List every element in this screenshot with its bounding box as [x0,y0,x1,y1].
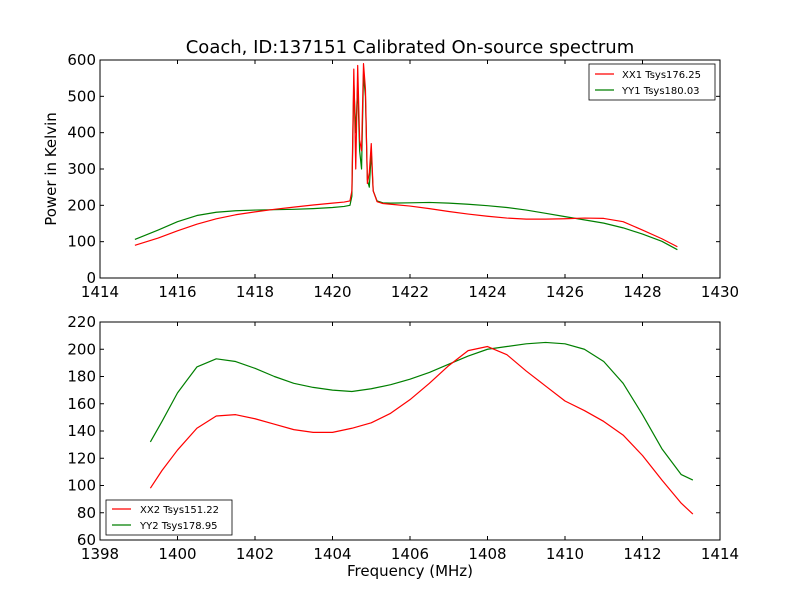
top-legend-yy1-label: YY1 Tsys180.03 [621,86,700,97]
top-chart-legend: XX1 Tsys176.25 YY1 Tsys180.03 [588,63,716,101]
bottom-ytick-label: 120 [67,449,96,467]
bottom-ytick-label: 60 [77,531,96,549]
top-legend-box [588,63,716,101]
top-xtick-label: 1420 [313,283,351,301]
top-ytick-label: 200 [67,196,96,214]
bottom-series-yy2-line [149,341,694,481]
top-chart-ticks: 1414 1416 1418 1420 1422 1424 1426 1428 1430 0 100… [67,51,739,301]
bottom-ytick-label: 140 [67,422,96,440]
bottom-ytick-label: 160 [67,395,96,413]
bottom-legend-yy2-label: YY2 Tsys178.95 [139,521,218,532]
bottom-chart-xlabel: Frequency (MHz) [347,562,473,580]
top-xtick-label: 1424 [468,283,506,301]
top-xtick-label: 1430 [701,283,739,301]
top-ytick-label: 0 [86,269,96,287]
bottom-xtick-label: 1410 [546,545,584,563]
bottom-xtick-label: 1408 [468,545,506,563]
bottom-xtick-label: 1398 [81,545,119,563]
bottom-chart-ticks: 1398 1400 1402 1404 1406 1408 1410 1412 1414 60 80… [67,313,739,563]
bottom-xtick-label: 1412 [623,545,661,563]
top-chart-series [134,63,678,251]
top-legend-xx1-label: XX1 Tsys176.25 [622,70,701,81]
bottom-series-xx2-line [149,345,694,515]
top-xtick-label: 1428 [623,283,661,301]
bottom-chart-series [149,341,694,515]
bottom-legend-box [105,499,233,536]
bottom-ytick-label: 100 [67,477,96,495]
top-chart: 1414 1416 1418 1420 1422 1424 1426 1428 1430 0 100… [42,37,739,301]
bottom-legend-xx2-label: XX2 Tsys151.22 [140,505,219,516]
bottom-ytick-label: 220 [67,313,96,331]
top-xtick-label: 1422 [391,283,429,301]
top-ytick-label: 600 [67,51,96,69]
bottom-xtick-label: 1406 [391,545,429,563]
top-ytick-label: 100 [67,233,96,251]
top-chart-title: Coach, ID:137151 Calibrated On-source sp… [186,37,635,58]
bottom-chart: 1398 1400 1402 1404 1406 1408 1410 1412 1414 60 80… [67,313,739,580]
top-xtick-label: 1418 [236,283,274,301]
top-series-xx1-line [134,63,678,248]
top-xtick-label: 1426 [546,283,584,301]
top-xtick-label: 1414 [81,283,119,301]
bottom-ytick-label: 180 [67,368,96,386]
top-ytick-label: 300 [67,160,96,178]
top-ytick-label: 500 [67,87,96,105]
bottom-xtick-label: 1400 [158,545,196,563]
top-chart-ylabel: Power in Kelvin [42,112,60,226]
bottom-xtick-label: 1404 [313,545,351,563]
top-ytick-label: 400 [67,124,96,142]
bottom-chart-legend: XX2 Tsys151.22 YY2 Tsys178.95 [105,499,233,536]
bottom-ytick-label: 200 [67,340,96,358]
bottom-ytick-label: 80 [77,504,96,522]
bottom-xtick-label: 1414 [701,545,739,563]
bottom-xtick-label: 1402 [236,545,274,563]
top-xtick-label: 1416 [158,283,196,301]
